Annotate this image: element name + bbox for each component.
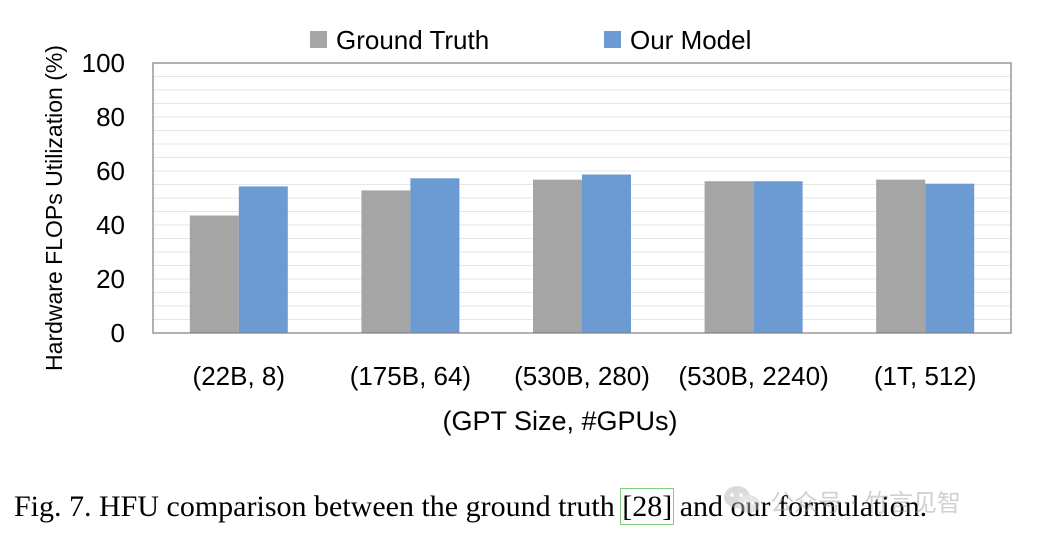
- x-tick-labels: (22B, 8) (175B, 64) (530B, 280) (530B, 2240…: [193, 361, 977, 391]
- legend: Ground Truth Our Model: [310, 25, 751, 55]
- bar-our-model: [925, 183, 975, 333]
- legend-label: Ground Truth: [336, 25, 489, 55]
- bar-our-model: [582, 174, 631, 333]
- caption-suffix: and our formulation.: [672, 490, 928, 523]
- x-tick-label: (530B, 2240): [678, 361, 828, 391]
- bar-ground-truth: [361, 190, 411, 333]
- y-tick-label: 100: [82, 48, 125, 78]
- grid-lines: [153, 76, 1011, 320]
- x-tick-label: (175B, 64): [350, 361, 471, 391]
- legend-swatch: [604, 31, 621, 48]
- x-tick-label: (530B, 280): [514, 361, 650, 391]
- y-tick-labels: 0 20 40 60 80 100: [82, 48, 125, 348]
- watermark-text: 公众号 · 竹言见智: [770, 488, 961, 517]
- y-tick-label: 80: [96, 102, 125, 132]
- wechat-icon: [724, 486, 760, 513]
- y-tick-label: 0: [111, 318, 125, 348]
- watermark: 公众号 · 竹言见智: [722, 480, 961, 520]
- plot-frame: [152, 62, 1012, 334]
- y-tick-label: 40: [96, 210, 125, 240]
- bar-ground-truth: [704, 181, 754, 333]
- bar-our-model: [753, 181, 803, 333]
- y-tick-label: 20: [96, 264, 125, 294]
- x-tick-label: (22B, 8): [193, 361, 286, 391]
- bar-our-model: [410, 178, 460, 333]
- bars: [189, 174, 975, 333]
- bar-ground-truth: [876, 179, 926, 333]
- y-axis-label: Hardware FLOPs Utilization (%): [41, 45, 67, 371]
- legend-swatch: [310, 31, 327, 48]
- x-tick-label: (1T, 512): [874, 361, 977, 391]
- bar-our-model: [238, 186, 288, 333]
- bar-ground-truth: [189, 215, 239, 333]
- bar-chart: 0 20 40 60 80 100 (22B, 8) (175B, 64) (530B, 28…: [41, 25, 1012, 436]
- figure-caption: Fig. 7. HFU comparison between the groun…: [14, 488, 1034, 525]
- x-axis-label: (GPT Size, #GPUs): [442, 406, 677, 436]
- y-tick-label: 60: [96, 156, 125, 186]
- citation-link[interactable]: [28]: [620, 488, 675, 525]
- bar-ground-truth: [533, 179, 582, 333]
- legend-label: Our Model: [630, 25, 751, 55]
- caption-prefix: Fig. 7. HFU comparison between the groun…: [14, 490, 623, 523]
